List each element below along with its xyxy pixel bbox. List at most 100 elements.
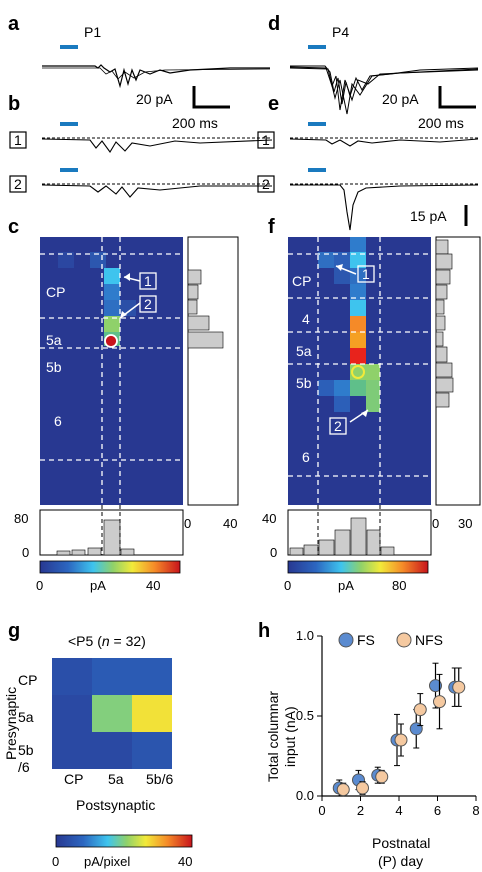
heatmap-cell	[92, 695, 132, 732]
right-hist-c-tick-1: 40	[223, 516, 237, 531]
heatmap-cell	[52, 732, 92, 769]
colorbar-c-unit: pA	[90, 578, 106, 593]
svg-text:200 ms: 200 ms	[172, 115, 218, 131]
right-hist-c-tick-0: 0	[184, 516, 191, 531]
data-point-nfs	[336, 783, 350, 797]
x-tick-label: 0	[318, 803, 325, 818]
bottom-histogram-c	[39, 505, 184, 556]
colorbar-g-min: 0	[52, 854, 59, 869]
heatmap-g	[52, 658, 172, 769]
heatmap-cell	[132, 658, 172, 695]
scalebar-e-label: 15 pA	[410, 208, 447, 224]
site-label-e2: 2	[262, 176, 270, 192]
colorbar-f-min: 0	[284, 578, 291, 593]
stimulus-marker-a	[60, 45, 78, 49]
layer-label-c-cp: CP	[46, 284, 65, 300]
heatmap-xtick-1: 5a	[108, 771, 124, 787]
scatter-h: 0 2 4 6 8 0.0 0.5 1.0 FS NFS	[296, 628, 480, 818]
data-point-nfs	[394, 733, 408, 747]
data-point-nfs	[452, 680, 466, 694]
trace-b2	[41, 184, 272, 198]
layer-label-f-6: 6	[302, 449, 310, 465]
panel-label-f: f	[268, 216, 275, 238]
data-point-nfs	[375, 770, 389, 784]
layer-label-c-5a: 5a	[46, 332, 62, 348]
x-tick-label: 8	[472, 803, 479, 818]
heatmap-xtick-0: CP	[64, 771, 83, 787]
trace-b1	[41, 138, 273, 153]
y-tick-label: 1.0	[296, 628, 314, 643]
layer-label-f-5b: 5b	[296, 375, 312, 391]
x-tick-label: 4	[395, 803, 402, 818]
heatmap-ytick-2b: /6	[18, 759, 30, 775]
bottom-hist-f-tick-0: 0	[270, 545, 277, 560]
site-label-e1: 1	[262, 132, 270, 148]
callout-c2: 2	[144, 296, 152, 312]
colorbar-g-unit: pA/pixel	[84, 854, 130, 869]
right-histogram-c	[187, 236, 239, 506]
callout-f1: 1	[362, 266, 370, 282]
y-tick-label: 0.5	[296, 708, 314, 723]
trace-d	[289, 65, 479, 115]
legend-label-fs: FS	[357, 632, 375, 648]
heatmap-cell	[132, 732, 172, 769]
layer-label-f-5a: 5a	[296, 343, 312, 359]
y-tick-label: 0.0	[296, 788, 314, 803]
heatmap-ytick-0: CP	[18, 672, 37, 688]
colorbar-g	[55, 834, 193, 848]
colorbar-g-max: 40	[178, 854, 192, 869]
bottom-hist-f-tick-top: 40	[262, 511, 276, 526]
heatmap-cell	[132, 695, 172, 732]
site-box-b1	[9, 131, 27, 149]
heatmap-ytick-2a: 5b	[18, 742, 34, 758]
colorbar-f-unit: pA	[338, 578, 354, 593]
stimulus-marker-e1	[308, 122, 326, 126]
legend-marker-nfs	[396, 632, 412, 648]
heatmap-cell	[52, 695, 92, 732]
site-label-b2: 2	[14, 176, 22, 192]
heatmap-xtick-2: 5b/6	[146, 771, 173, 787]
callout-f2: 2	[334, 418, 342, 434]
trace-e1	[289, 138, 479, 147]
layer-label-c-6: 6	[54, 413, 62, 429]
heatmap-cell	[92, 658, 132, 695]
panel-label-b: b	[8, 93, 20, 115]
input-map-c	[40, 237, 183, 505]
layer-label-f-4: 4	[302, 311, 310, 327]
panel-label-g: g	[8, 620, 20, 642]
heatmap-ylabel: Presynaptic	[3, 687, 19, 760]
stimulus-marker-d	[308, 45, 326, 49]
x-tick-label: 2	[357, 803, 364, 818]
site-box-b2	[9, 175, 27, 193]
input-map-f	[288, 237, 431, 505]
condition-label-a: P1	[84, 24, 101, 40]
bottom-hist-c-tick-0: 0	[22, 545, 29, 560]
scatter-ylabel-line1: Total columnar	[265, 691, 281, 782]
colorbar-c	[39, 560, 181, 574]
heatmap-cell	[92, 732, 132, 769]
right-hist-f-tick-0: 0	[432, 516, 439, 531]
panel-label-d: d	[268, 13, 280, 35]
data-point-nfs	[413, 703, 427, 717]
scalebar-a: 20 pA 200 ms	[136, 86, 230, 131]
data-point-fs	[429, 679, 442, 693]
svg-text:200 ms: 200 ms	[418, 115, 464, 131]
legend-marker-fs	[338, 632, 354, 648]
stimulus-marker-e2	[308, 168, 326, 172]
heatmap-ytick-1: 5a	[18, 709, 34, 725]
heatmap-xlabel: Postsynaptic	[76, 797, 155, 813]
bottom-hist-c-tick-top: 80	[14, 511, 28, 526]
callout-c1: 1	[144, 273, 152, 289]
x-tick-label: 6	[434, 803, 441, 818]
data-point-nfs	[433, 695, 446, 709]
panel-label-h: h	[258, 620, 270, 642]
site-box-e1	[257, 131, 275, 149]
heatmap-title: <P5 (n = 32)	[68, 633, 146, 649]
panel-label-e: e	[268, 93, 279, 115]
trace-a	[42, 64, 271, 89]
svg-text:20 pA: 20 pA	[136, 91, 173, 107]
bottom-histogram-f	[287, 505, 432, 556]
panel-label-c: c	[8, 216, 19, 238]
panel-label-a: a	[8, 13, 20, 35]
site-box-e2	[257, 175, 275, 193]
